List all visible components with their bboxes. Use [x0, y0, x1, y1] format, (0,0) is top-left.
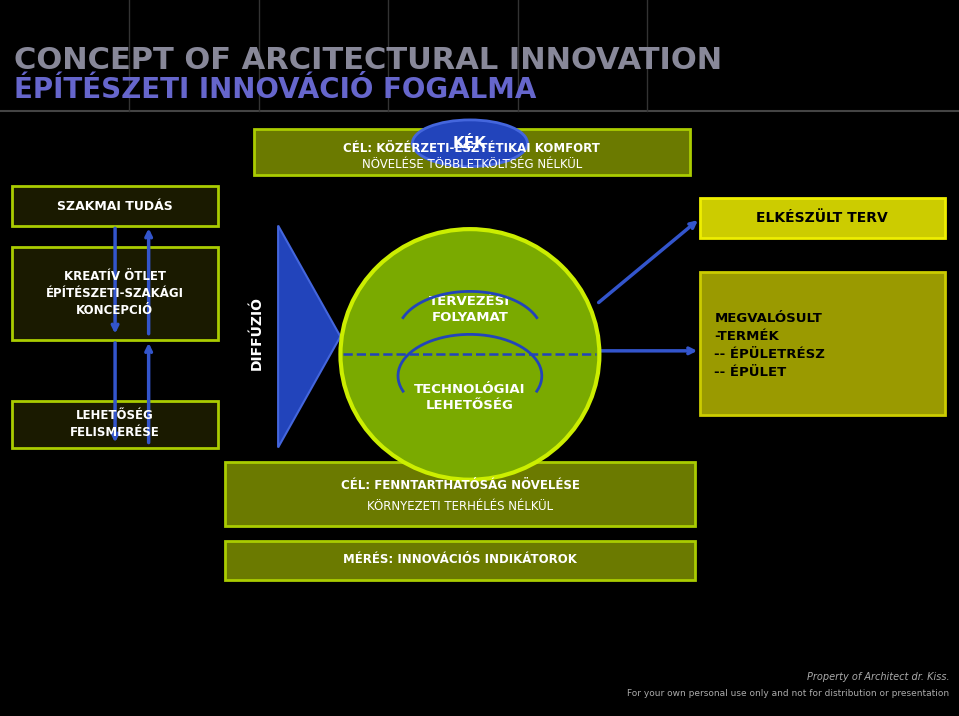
- Text: DIFFÚZIÓ: DIFFÚZIÓ: [250, 296, 264, 370]
- FancyBboxPatch shape: [254, 129, 690, 175]
- Text: TECHNOLÓGIAI
LEHETŐSÉG: TECHNOLÓGIAI LEHETŐSÉG: [414, 383, 526, 412]
- Ellipse shape: [412, 120, 527, 167]
- Text: SZAKMAI TUDÁS: SZAKMAI TUDÁS: [57, 200, 173, 213]
- Ellipse shape: [340, 229, 599, 480]
- FancyBboxPatch shape: [225, 462, 695, 526]
- Text: CONCEPT OF ARCITECTURAL INNOVATION: CONCEPT OF ARCITECTURAL INNOVATION: [14, 47, 722, 75]
- Text: KÖRNYEZETI TERHÉLÉS NÉLKÜL: KÖRNYEZETI TERHÉLÉS NÉLKÜL: [367, 500, 553, 513]
- Text: KÉK: KÉK: [453, 136, 487, 150]
- Text: MÉRÉS: INNOVÁCIÓS INDIKÁTOROK: MÉRÉS: INNOVÁCIÓS INDIKÁTOROK: [343, 553, 577, 566]
- Text: For your own personal use only and not for distribution or presentation: For your own personal use only and not f…: [627, 689, 949, 697]
- Text: TERVEZÉSI
FOLYAMAT: TERVEZÉSI FOLYAMAT: [430, 295, 510, 324]
- Text: CÉL: KÖZÉRZETI-ESZTÉTIKAI KOMFORT: CÉL: KÖZÉRZETI-ESZTÉTIKAI KOMFORT: [343, 142, 600, 155]
- Text: ELKÉSZÜLT TERV: ELKÉSZÜLT TERV: [757, 211, 888, 226]
- FancyBboxPatch shape: [700, 272, 945, 415]
- Text: ÉPÍTÉSZETI INNOVÁCIÓ FOGALMA: ÉPÍTÉSZETI INNOVÁCIÓ FOGALMA: [14, 75, 537, 104]
- Text: MEGVALÓSULT
-TERMÉK
-- ÉPÜLETRÉSZ
-- ÉPÜLET: MEGVALÓSULT -TERMÉK -- ÉPÜLETRÉSZ -- ÉPÜ…: [714, 311, 826, 379]
- FancyBboxPatch shape: [12, 186, 218, 226]
- FancyBboxPatch shape: [225, 541, 695, 580]
- Text: Property of Architect dr. Kiss.: Property of Architect dr. Kiss.: [807, 672, 949, 682]
- FancyBboxPatch shape: [12, 401, 218, 448]
- Text: CÉL: FENNTARTHATÓSÁG NÖVELÉSE: CÉL: FENNTARTHATÓSÁG NÖVELÉSE: [340, 479, 580, 492]
- FancyBboxPatch shape: [12, 247, 218, 340]
- Text: LEHETŐSÉG
FELISMERÉSE: LEHETŐSÉG FELISMERÉSE: [70, 409, 159, 439]
- Text: NÖVELÉSE TÖBBLETKÖLTSÉG NÉLKÜL: NÖVELÉSE TÖBBLETKÖLTSÉG NÉLKÜL: [362, 158, 582, 171]
- Text: KREATÍV ÖTLET
ÉPÍTÉSZETI-SZAKÁGI
KONCEPCIÓ: KREATÍV ÖTLET ÉPÍTÉSZETI-SZAKÁGI KONCEPC…: [46, 270, 183, 317]
- FancyBboxPatch shape: [700, 198, 945, 238]
- Polygon shape: [278, 226, 340, 448]
